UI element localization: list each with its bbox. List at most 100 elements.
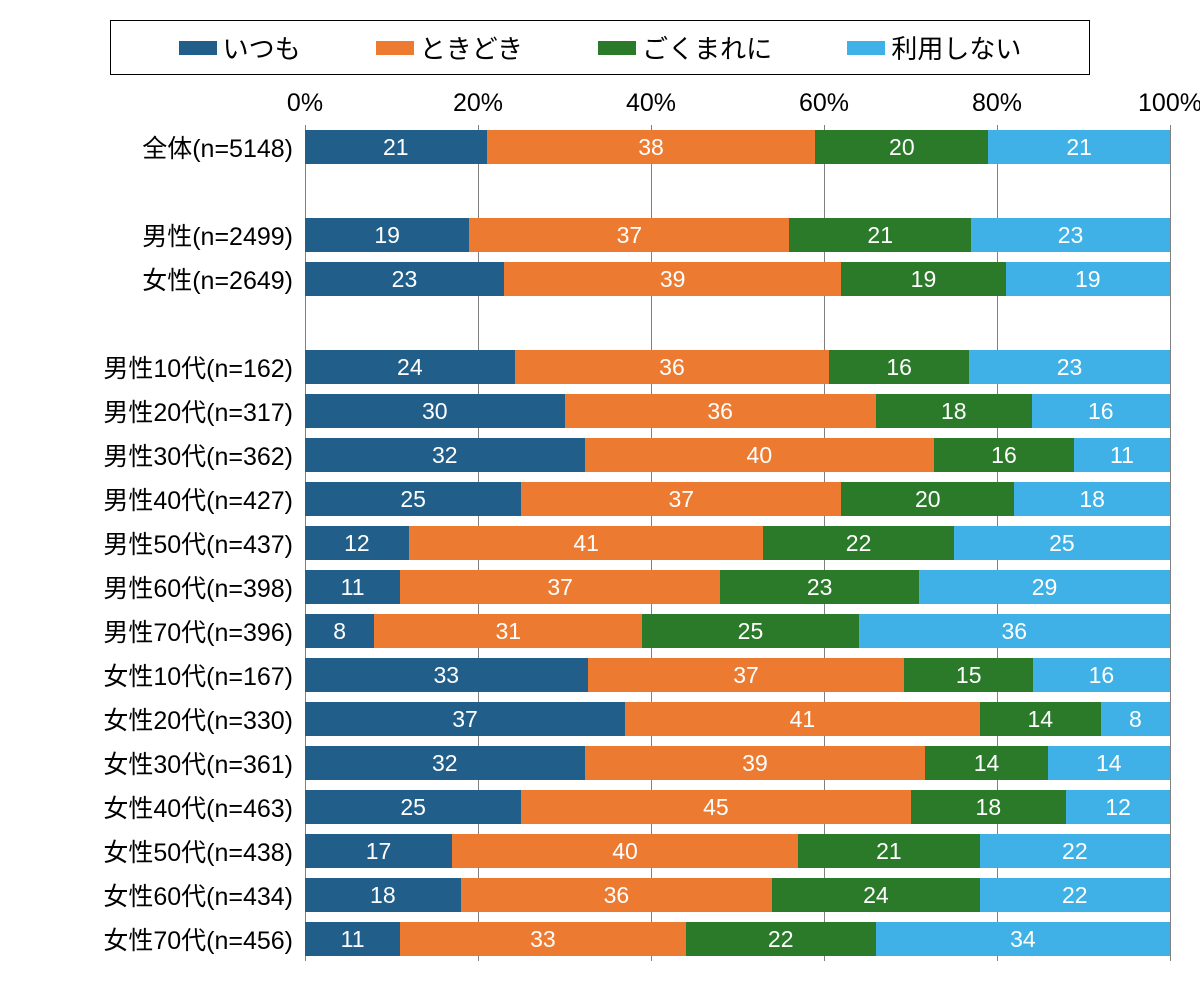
bar-segment-rarely: 21 bbox=[789, 218, 971, 252]
bar-row: 男性50代(n=437)12412225 bbox=[30, 521, 1170, 565]
bar-label: 男性(n=2499) bbox=[30, 217, 305, 253]
bar-segment-sometimes: 36 bbox=[461, 878, 772, 912]
bar-row: 男性40代(n=427)25372018 bbox=[30, 477, 1170, 521]
bar-segment-rarely: 25 bbox=[642, 614, 858, 648]
bar-value: 40 bbox=[747, 442, 773, 469]
bar-segment-rarely: 22 bbox=[763, 526, 953, 560]
bar-track: 17402122 bbox=[305, 834, 1170, 868]
bar-row: 全体(n=5148)21382021 bbox=[30, 125, 1170, 169]
bar-segment-rarely: 16 bbox=[934, 438, 1074, 472]
bar-value: 16 bbox=[1089, 662, 1115, 689]
legend-label: ごくまれに bbox=[642, 29, 772, 66]
bar-segment-always: 21 bbox=[305, 130, 487, 164]
bar-row: 女性60代(n=434)18362422 bbox=[30, 873, 1170, 917]
legend-item-always: いつも bbox=[179, 29, 301, 66]
bar-value: 40 bbox=[612, 838, 638, 865]
bar-value: 33 bbox=[434, 662, 460, 689]
bar-row: 女性10代(n=167) 33 37 15 16 bbox=[30, 653, 1170, 697]
bar-value: 37 bbox=[733, 662, 759, 689]
bar-value: 20 bbox=[889, 134, 915, 161]
bar-segment-sometimes: 40 bbox=[585, 438, 934, 472]
bar-value: 22 bbox=[846, 530, 872, 557]
bar-segment-always: 37 bbox=[305, 702, 625, 736]
bar-value: 21 bbox=[383, 134, 409, 161]
bar-track: 24361623 bbox=[305, 350, 1170, 384]
bar-track: 30361816 bbox=[305, 394, 1170, 428]
bar-label: 男性70代(n=396) bbox=[30, 613, 305, 649]
bar-value: 16 bbox=[991, 442, 1017, 469]
bar-value: 14 bbox=[1027, 706, 1053, 733]
bar-value: 17 bbox=[366, 838, 392, 865]
bar-value: 8 bbox=[333, 618, 346, 645]
bar-track: 23391919 bbox=[305, 262, 1170, 296]
bar-row: 女性40代(n=463)25451812 bbox=[30, 785, 1170, 829]
bar-value: 18 bbox=[370, 882, 396, 909]
bar-value: 11 bbox=[1110, 442, 1134, 469]
bar-segment-rarely: 14 bbox=[980, 702, 1101, 736]
axis-tick: 20% bbox=[453, 89, 503, 118]
plot-area: 全体(n=5148)21382021男性(n=2499)19372123女性(n… bbox=[30, 125, 1170, 961]
legend-swatch bbox=[376, 41, 414, 55]
bar-segment-always: 33 bbox=[305, 658, 588, 692]
bar-value: 32 bbox=[432, 750, 458, 777]
axis-tick: 80% bbox=[972, 89, 1022, 118]
bar-value: 23 bbox=[807, 574, 833, 601]
bar-value: 14 bbox=[974, 750, 1000, 777]
bar-segment-always: 32 bbox=[305, 438, 585, 472]
legend-swatch bbox=[847, 41, 885, 55]
bar-label: 全体(n=5148) bbox=[30, 129, 305, 165]
legend-item-rarely: ごくまれに bbox=[598, 29, 772, 66]
bar-segment-sometimes: 45 bbox=[521, 790, 910, 824]
bar-label: 男性50代(n=437) bbox=[30, 525, 305, 561]
bar-row: 女性30代(n=361)32391414 bbox=[30, 741, 1170, 785]
bar-label: 女性30代(n=361) bbox=[30, 745, 305, 781]
bar-segment-never: 8 bbox=[1101, 702, 1170, 736]
bar-segment-rarely: 20 bbox=[815, 130, 988, 164]
bar-segment-never: 34 bbox=[876, 922, 1170, 956]
bar-label: 女性(n=2649) bbox=[30, 261, 305, 297]
bar-track: 25372018 bbox=[305, 482, 1170, 516]
bar-segment-sometimes: 41 bbox=[625, 702, 980, 736]
bar-label: 男性20代(n=317) bbox=[30, 393, 305, 429]
bar-value: 23 bbox=[392, 266, 418, 293]
bar-segment-never: 21 bbox=[988, 130, 1170, 164]
bar-value: 22 bbox=[768, 926, 794, 953]
bar-segment-rarely: 18 bbox=[876, 394, 1032, 428]
bar-value: 19 bbox=[911, 266, 937, 293]
bar-value: 41 bbox=[573, 530, 599, 557]
bar-track: 8312536 bbox=[305, 614, 1170, 648]
bar-segment-never: 12 bbox=[1066, 790, 1170, 824]
bar-label: 女性60代(n=434) bbox=[30, 877, 305, 913]
bar-segment-always: 8 bbox=[305, 614, 374, 648]
legend-swatch bbox=[179, 41, 217, 55]
bar-segment-always: 25 bbox=[305, 482, 521, 516]
bar-track: 12412225 bbox=[305, 526, 1170, 560]
bar-value: 36 bbox=[659, 354, 685, 381]
bar-segment-always: 18 bbox=[305, 878, 461, 912]
bar-track: 21382021 bbox=[305, 130, 1170, 164]
axis-tick: 40% bbox=[626, 89, 676, 118]
bar-value: 39 bbox=[742, 750, 768, 777]
bar-label: 女性50代(n=438) bbox=[30, 833, 305, 869]
bar-segment-sometimes: 33 bbox=[400, 922, 685, 956]
bar-value: 39 bbox=[660, 266, 686, 293]
bar-segment-never: 25 bbox=[954, 526, 1170, 560]
bar-label: 女性70代(n=456) bbox=[30, 921, 305, 957]
bar-segment-rarely: 15 bbox=[904, 658, 1032, 692]
bar-segment-rarely: 24 bbox=[772, 878, 980, 912]
bar-label: 女性10代(n=167) bbox=[30, 657, 305, 693]
bar-label: 女性40代(n=463) bbox=[30, 789, 305, 825]
chart: 0%20%40%60%80%100% 全体(n=5148)21382021男性(… bbox=[30, 89, 1170, 961]
bar-value: 45 bbox=[703, 794, 729, 821]
bar-segment-always: 24 bbox=[305, 350, 515, 384]
bar-segment-sometimes: 37 bbox=[521, 482, 841, 516]
bar-value: 16 bbox=[1088, 398, 1114, 425]
bar-label: 男性40代(n=427) bbox=[30, 481, 305, 517]
bar-segment-rarely: 21 bbox=[798, 834, 980, 868]
bar-value: 37 bbox=[668, 486, 694, 513]
bar-segment-rarely: 20 bbox=[841, 482, 1014, 516]
bar-segment-never: 16 bbox=[1032, 394, 1170, 428]
x-axis: 0%20%40%60%80%100% bbox=[30, 89, 1170, 125]
bar-track: 3741 14 8 bbox=[305, 702, 1170, 736]
bar-value: 21 bbox=[876, 838, 902, 865]
